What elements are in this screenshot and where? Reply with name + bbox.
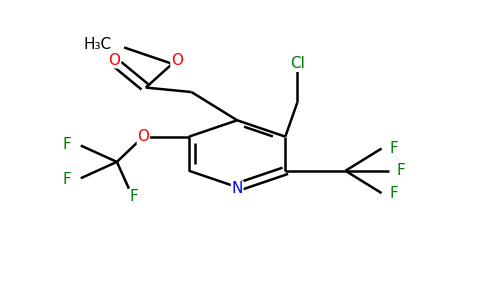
Text: F: F xyxy=(389,186,398,201)
Text: F: F xyxy=(389,141,398,156)
Text: F: F xyxy=(63,136,72,152)
Text: F: F xyxy=(396,163,405,178)
Text: F: F xyxy=(63,172,72,187)
Text: F: F xyxy=(129,190,138,205)
Text: O: O xyxy=(137,129,150,144)
Text: O: O xyxy=(108,53,121,68)
Text: O: O xyxy=(171,53,183,68)
Text: N: N xyxy=(231,181,243,196)
Text: Cl: Cl xyxy=(290,56,305,71)
Text: H₃C: H₃C xyxy=(84,37,112,52)
